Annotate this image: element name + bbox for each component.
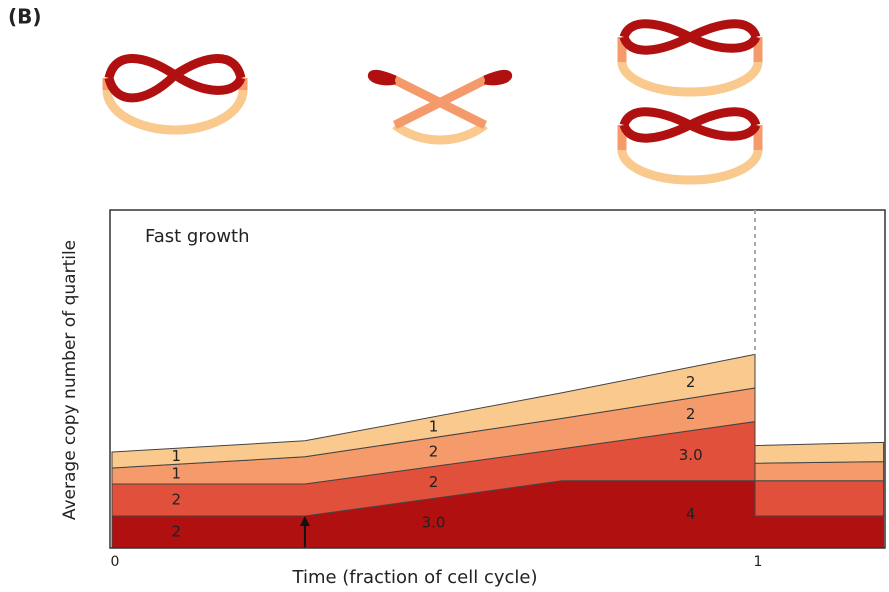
band-label: 2 [686,405,696,423]
band-label: 2 [172,523,182,541]
band-label: 1 [172,447,182,465]
chart-title: Fast growth [145,226,250,247]
band-label: 2 [686,373,696,391]
band-label: 1 [429,418,439,436]
band-label: 4 [686,505,696,523]
figure: (B) 23.04223.0122112 Fast growth Time (f… [0,0,889,592]
band-label: 2 [429,473,439,491]
band-label: 1 [172,465,182,483]
x-tick-label: 0 [111,554,120,570]
y-axis-label: Average copy number of quartile [60,240,80,520]
chromosome-diagrams [107,24,758,180]
band-label: 3.0 [422,514,446,532]
x-tick-label: 1 [754,554,763,570]
band-label: 3.0 [679,446,703,464]
band-label: 2 [172,491,182,509]
panel-label: (B) [8,5,42,29]
x-axis-label: Time (fraction of cell cycle) [292,567,538,588]
band-label: 2 [429,443,439,461]
